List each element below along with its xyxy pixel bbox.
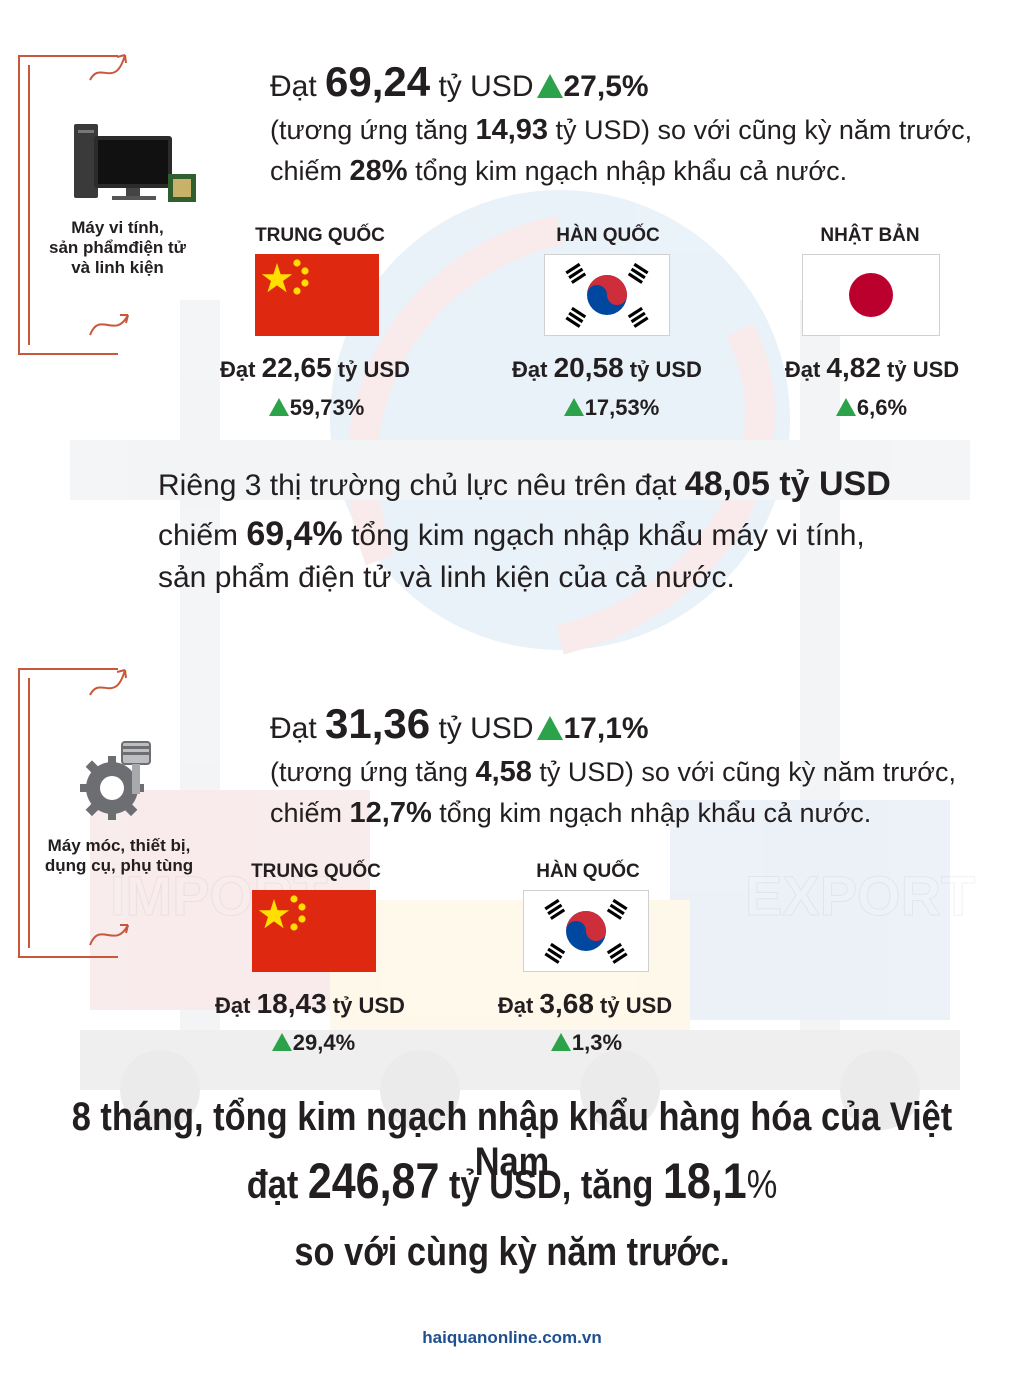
frame-inner-line	[28, 678, 30, 948]
decor-arrow-icon	[89, 314, 129, 336]
headline: Đạt 69,24 tỷ USD 27,5%	[270, 58, 649, 105]
frame-top-line	[18, 668, 118, 670]
note-line-1: Riêng 3 thị trường chủ lực nêu trên đạt …	[158, 465, 891, 503]
market-growth: 59,73%	[210, 395, 420, 421]
sub-line-1: (tương ứng tăng 4,58 tỷ USD) so với cũng…	[270, 756, 956, 788]
country-label: TRUNG QUỐC	[255, 225, 385, 246]
decor-arrow-icon	[89, 924, 129, 946]
frame-top-line	[18, 55, 118, 57]
market-growth: 6,6%	[775, 395, 965, 421]
category-label: Máy vi tính, sản phẩmđiện tử và linh kiệ…	[49, 218, 186, 277]
market-growth: 1,3%	[500, 1030, 670, 1056]
market-value: Đạt 3,68 tỷ USD	[497, 988, 673, 1019]
korea-flag-icon	[544, 254, 670, 336]
sub-line-1: (tương ứng tăng 14,93 tỷ USD) so với cũn…	[270, 114, 973, 146]
summary-line-1: 8 tháng, tổng kim ngạch nhập khẩu hàng h…	[71, 1095, 953, 1184]
japan-flag-icon	[802, 254, 940, 336]
country-label: HÀN QUỐC	[556, 225, 660, 246]
category-label: Máy móc, thiết bị, dụng cụ, phụ tùng	[44, 836, 194, 875]
headline: Đạt 31,36 tỷ USD 17,1%	[270, 700, 649, 747]
source-link[interactable]: haiquanonline.com.vn	[422, 1328, 602, 1347]
computer-icon	[74, 124, 196, 202]
china-flag-icon	[255, 254, 379, 336]
frame-bottom-line	[18, 956, 118, 958]
summary-line-2: đạt 246,87 tỷ USD, tăng 18,1%	[246, 1153, 778, 1209]
frame-bottom-line	[18, 353, 118, 355]
note-line-2: chiếm 69,4% tổng kim ngạch nhập khẩu máy…	[158, 515, 865, 553]
country-label: HÀN QUỐC	[536, 861, 640, 882]
up-arrow-icon	[271, 1033, 292, 1051]
market-value: Đạt 4,82 tỷ USD	[784, 352, 960, 383]
sub-line-2: chiếm 28% tổng kim ngạch nhập khẩu cả nư…	[270, 155, 848, 187]
frame-left-line	[18, 55, 20, 355]
korea-flag-icon	[523, 890, 649, 972]
decor-arrow-icon	[89, 54, 127, 81]
china-flag-icon	[252, 890, 376, 972]
up-arrow-icon	[550, 1033, 571, 1051]
up-arrow-icon	[563, 398, 584, 416]
sub-line-2: chiếm 12,7% tổng kim ngạch nhập khẩu cả …	[270, 797, 872, 829]
frame-left-line	[18, 668, 20, 958]
gear-piston-icon	[80, 741, 151, 820]
market-value: Đạt 20,58 tỷ USD	[512, 352, 702, 383]
country-label: TRUNG QUỐC	[251, 861, 381, 882]
bg-export-text: EXPORT	[745, 864, 975, 927]
note-line-3: sản phẩm điện tử và linh kiện của cả nướ…	[158, 561, 735, 594]
frame-inner-line	[28, 65, 30, 345]
up-arrow-icon	[268, 398, 289, 416]
up-arrow-icon	[835, 398, 856, 416]
up-arrow-icon	[536, 74, 563, 98]
decor-arrow-icon	[89, 669, 127, 696]
summary-line-3: so với cùng kỳ năm trước.	[294, 1230, 730, 1274]
market-value: Đạt 18,43 tỷ USD	[215, 988, 405, 1019]
market-growth: 17,53%	[505, 395, 715, 421]
market-value: Đạt 22,65 tỷ USD	[220, 352, 410, 383]
market-growth: 29,4%	[212, 1030, 412, 1056]
up-arrow-icon	[536, 716, 563, 740]
country-label: NHẬT BẢN	[820, 225, 920, 246]
